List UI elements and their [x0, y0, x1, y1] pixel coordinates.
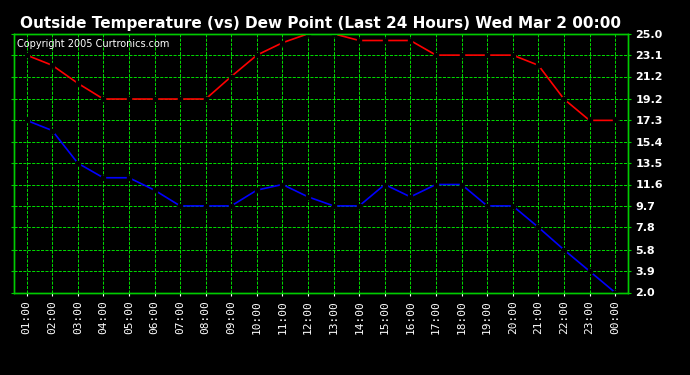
- Title: Outside Temperature (vs) Dew Point (Last 24 Hours) Wed Mar 2 00:00: Outside Temperature (vs) Dew Point (Last…: [20, 16, 622, 31]
- Text: Copyright 2005 Curtronics.com: Copyright 2005 Curtronics.com: [17, 39, 169, 49]
